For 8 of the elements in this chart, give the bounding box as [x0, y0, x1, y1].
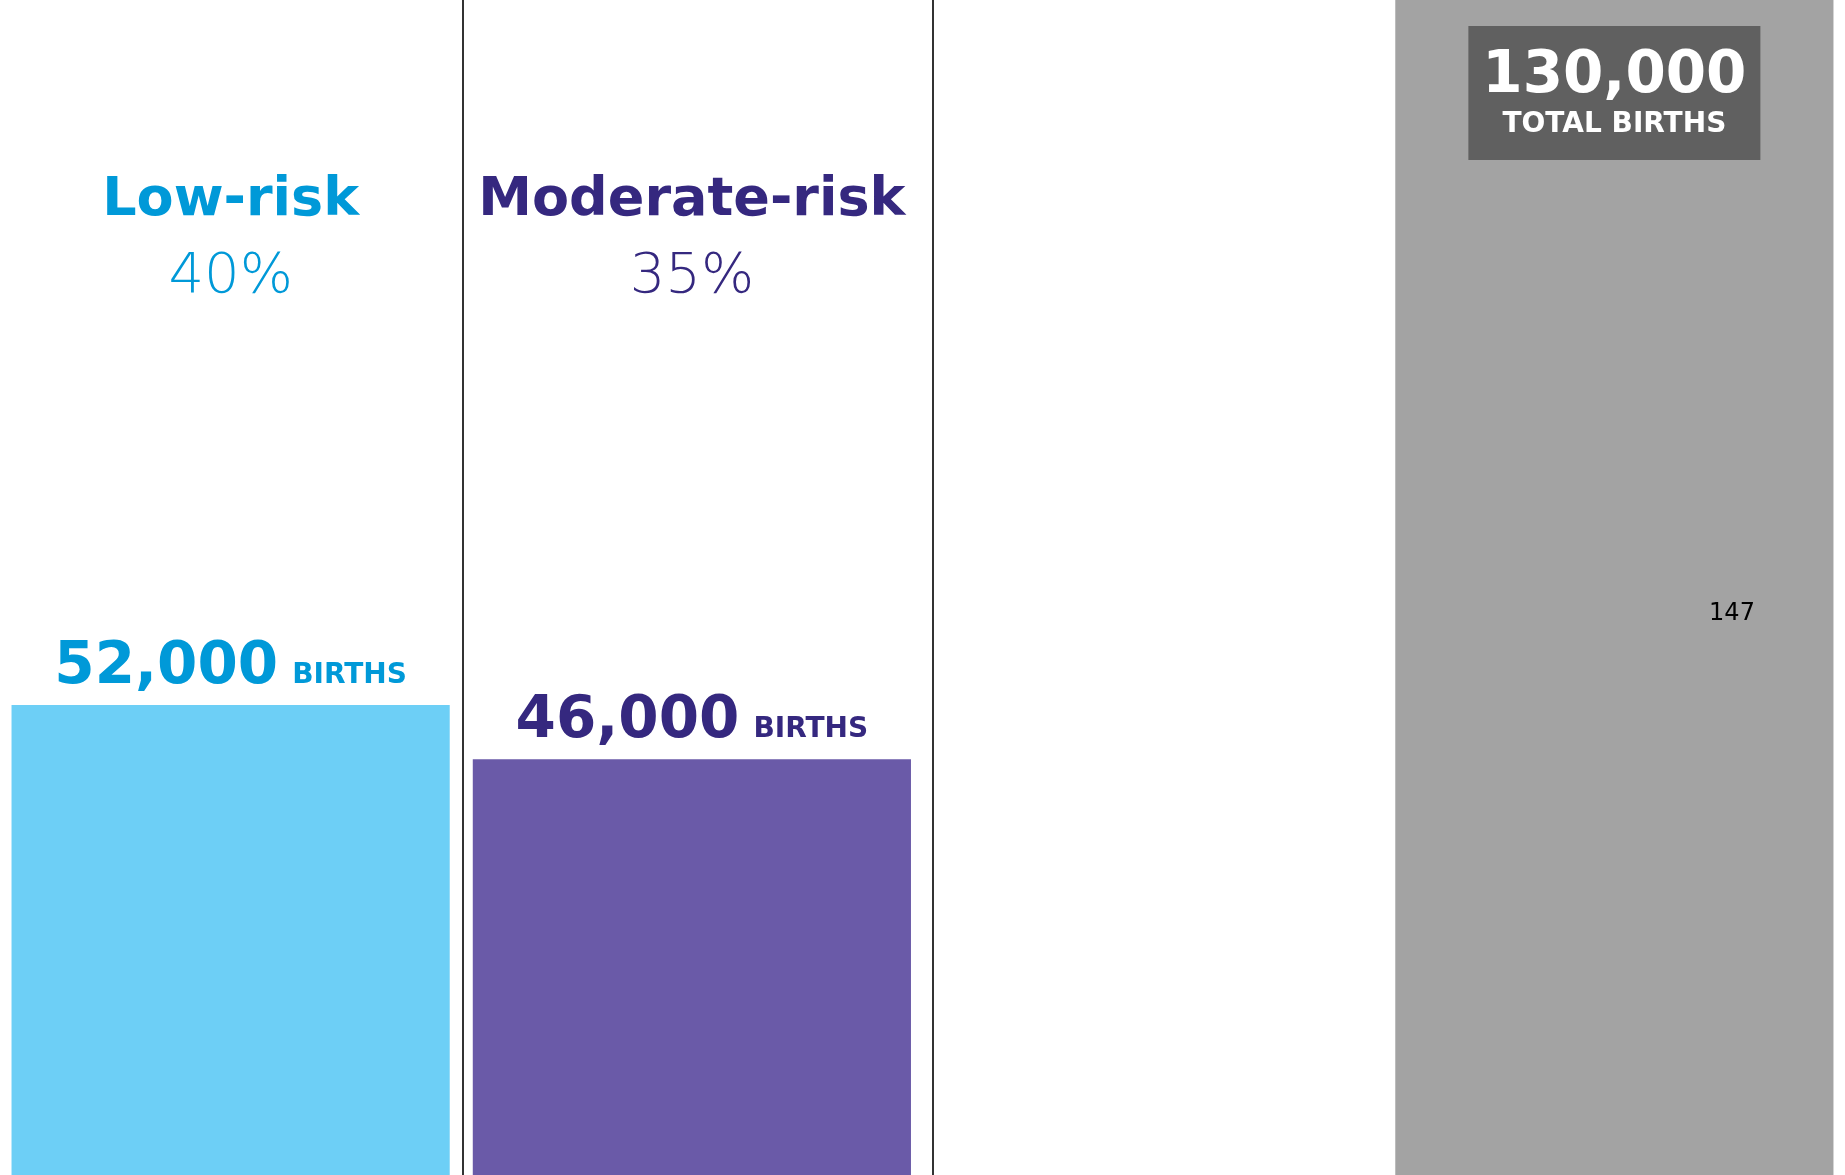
data-label: 46,000 BIRTHS [515, 683, 869, 752]
annotation: 147 [1709, 598, 1755, 626]
data-label: 130,000 TOTAL BIRTHS [1482, 38, 1747, 139]
x-tick-label: Moderate-risk [478, 165, 907, 228]
x-tick-label: Low-risk [102, 165, 361, 228]
annotation: 40% [168, 240, 293, 305]
data-label: 52,000 BIRTHS [54, 629, 407, 697]
annotation: 35% [629, 240, 755, 305]
